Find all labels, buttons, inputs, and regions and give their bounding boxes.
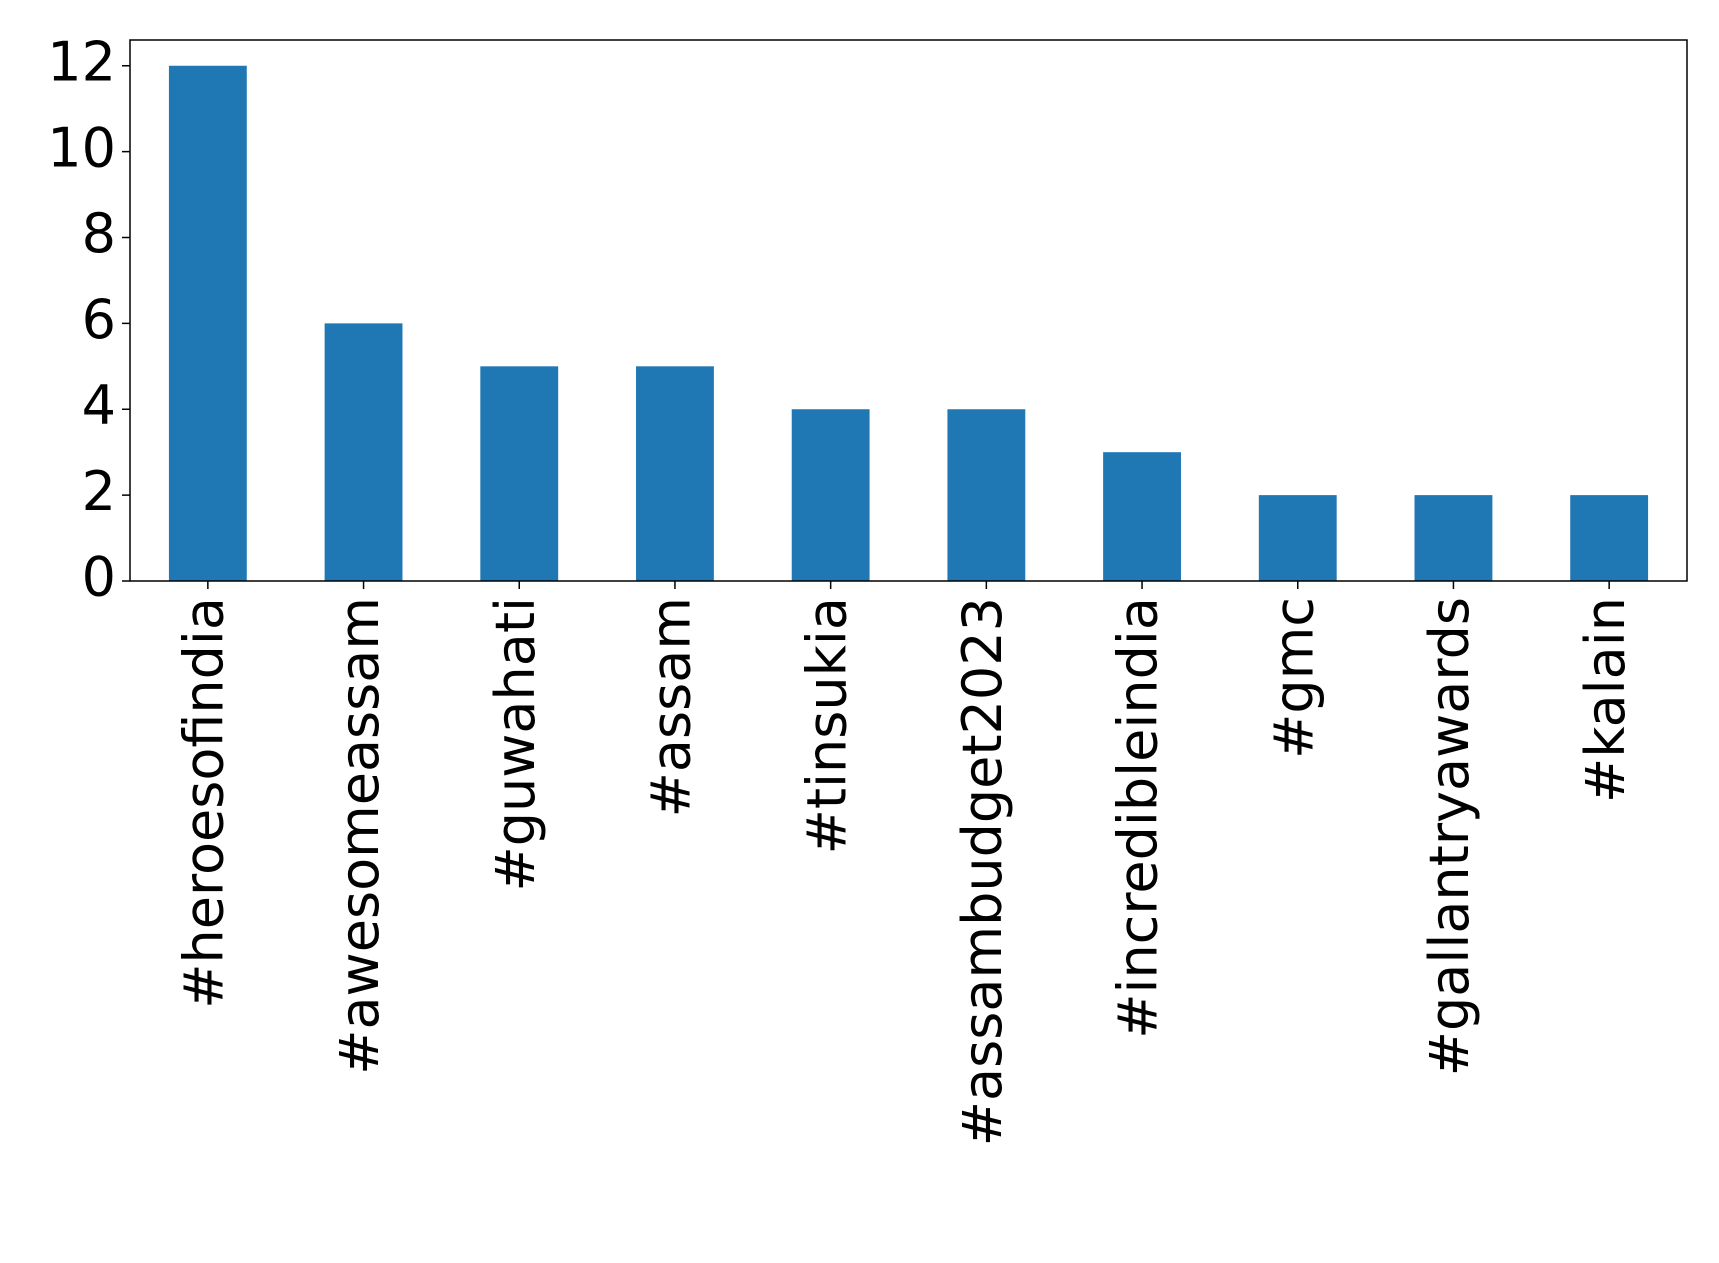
y-tick-label: 12: [47, 30, 116, 93]
x-tick-label: #awesomeassam: [328, 597, 391, 1075]
bar: [791, 409, 870, 581]
x-tick-label: #gallantryawards: [1418, 597, 1481, 1076]
x-tick-label: #incredibleindia: [1107, 597, 1170, 1039]
y-tick-label: 0: [82, 546, 116, 609]
x-tick-label: #assambudget2023: [951, 597, 1014, 1146]
bar: [636, 366, 714, 581]
x-tick-label: #kalain: [1574, 597, 1637, 803]
plot-frame: [129, 39, 1688, 582]
bar: [1570, 495, 1649, 581]
y-tick-label: 2: [82, 460, 116, 523]
bar: [1258, 495, 1337, 581]
bar: [324, 323, 403, 581]
x-tick-label: #heroesofindia: [172, 597, 235, 1009]
bar: [480, 366, 559, 581]
bar: [947, 409, 1026, 581]
x-tick-label: #assam: [640, 597, 703, 817]
bar: [1414, 495, 1493, 581]
y-tick-label: 4: [82, 374, 116, 437]
y-tick-label: 10: [47, 116, 116, 179]
y-tick-label: 8: [82, 202, 116, 265]
y-tick-label: 6: [82, 288, 116, 351]
x-tick-label: #guwahati: [484, 597, 547, 892]
bar: [1103, 452, 1181, 581]
x-tick-label: #tinsukia: [795, 597, 858, 854]
x-tick-label: #gmc: [1262, 597, 1325, 759]
bar: [168, 65, 247, 581]
